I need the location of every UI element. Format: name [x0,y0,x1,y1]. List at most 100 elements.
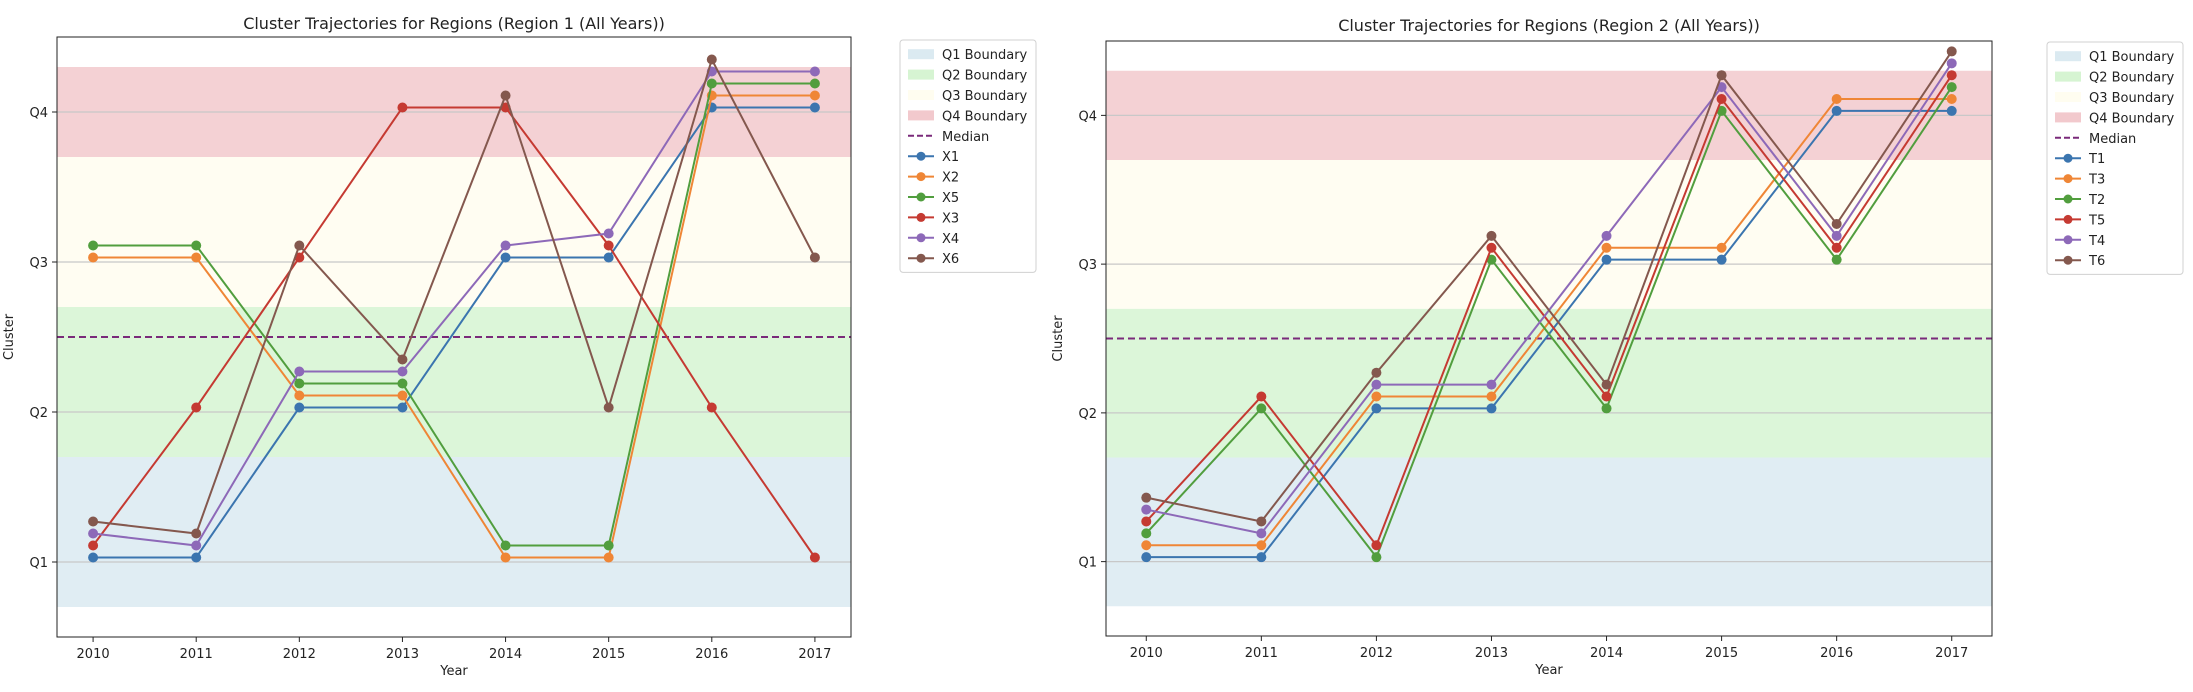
data-point [1486,379,1497,390]
data-point [809,90,820,101]
legend-label: Q4 Boundary [942,109,1028,124]
data-point [603,540,614,551]
legend-label: Q2 Boundary [942,69,1028,84]
data-point [1141,504,1152,515]
data-point [397,366,408,377]
data-point [191,252,202,263]
x-tick-label: 2013 [386,647,419,662]
data-point [603,240,614,251]
data-point [1256,528,1267,539]
x-tick-label: 2017 [1935,646,1968,661]
x-tick-label: 2012 [1360,646,1393,661]
legend-marker [2063,174,2073,184]
data-point [1601,242,1612,253]
chart-title: Cluster Trajectories for Regions (Region… [1338,16,1760,35]
legend-label: Q3 Boundary [2089,91,2175,106]
chart-panel-2: Q1 Q2 Q3 Q4 2010 2011 2012 2013 2014 2015 2016 2017… [1051,16,2184,678]
legend-label: X4 [942,232,959,247]
data-point [1601,379,1612,390]
legend-marker [916,233,926,243]
data-point [1946,82,1957,93]
legend-label: Q2 Boundary [2089,71,2175,86]
data-point [1256,391,1267,402]
data-point [88,240,99,251]
y-tick-label: Q3 [1078,258,1097,273]
data-point [191,402,202,413]
legend-label: T6 [2088,254,2105,269]
data-point [1486,254,1497,265]
legend-label: Q4 Boundary [2089,111,2175,126]
data-point [1371,540,1382,551]
x-tick-label: 2016 [1820,646,1853,661]
series-line [93,106,815,559]
band-q3-boundary [1106,160,1992,309]
band-q3-boundary [57,157,851,307]
data-point [1486,403,1497,414]
legend-label: T5 [2088,213,2105,228]
data-point [1486,391,1497,402]
series-line [92,70,815,547]
series-t6 [1141,46,1957,527]
data-point [397,354,408,365]
data-point [1141,552,1152,563]
legend-label: T1 [2088,152,2105,167]
data-point [809,102,820,113]
series-x4 [88,66,820,551]
data-point [809,66,820,77]
x-tick-label: 2015 [1705,646,1738,661]
data-point [88,252,99,263]
data-point [500,90,511,101]
legend-marker [916,151,926,161]
x-tick-label: 2013 [1475,646,1508,661]
series-t2 [1141,82,1957,563]
data-point [1371,403,1382,414]
x-tick-label: 2011 [1245,646,1278,661]
legend-marker [916,253,926,263]
series-x6 [88,54,820,539]
data-point [1946,58,1957,69]
band-q1-boundary [1106,457,1992,607]
series-line [1146,50,1953,523]
data-point [706,78,717,89]
data-point [1601,230,1612,241]
legend-label: T2 [2088,193,2105,208]
legend-marker [2063,194,2073,204]
data-point [706,54,717,65]
y-tick-label: Q2 [1078,407,1097,422]
legend-marker [916,212,926,222]
data-point [809,252,820,263]
y-tick-label: Q1 [29,556,48,571]
data-point [191,552,202,563]
data-point [1831,230,1842,241]
data-point [809,78,820,89]
data-point [1831,94,1842,105]
data-point [1371,391,1382,402]
x-tick-label: 2014 [1590,646,1623,661]
data-point [1601,391,1612,402]
series-x3 [88,102,820,563]
x-tick-label: 2016 [695,647,728,662]
data-point [1256,552,1267,563]
data-point [500,540,511,551]
legend-swatch [2055,112,2081,123]
data-point [1716,70,1727,81]
legend-swatch [2055,51,2081,62]
data-point [88,540,99,551]
legend-label: Median [2089,132,2136,147]
legend-swatch [908,110,934,121]
data-point [294,378,305,389]
legend-marker [916,192,926,202]
data-point [603,402,614,413]
data-point [1946,70,1957,81]
x-tick-label: 2012 [283,647,316,662]
data-point [397,402,408,413]
data-point [1946,105,1957,116]
data-point [88,552,99,563]
legend-swatch [908,49,934,60]
data-point [1256,403,1267,414]
data-point [1946,46,1957,57]
data-point [603,552,614,563]
data-point [1486,230,1497,241]
legend-label: X2 [942,171,959,186]
legend-label: Q3 Boundary [942,89,1028,104]
